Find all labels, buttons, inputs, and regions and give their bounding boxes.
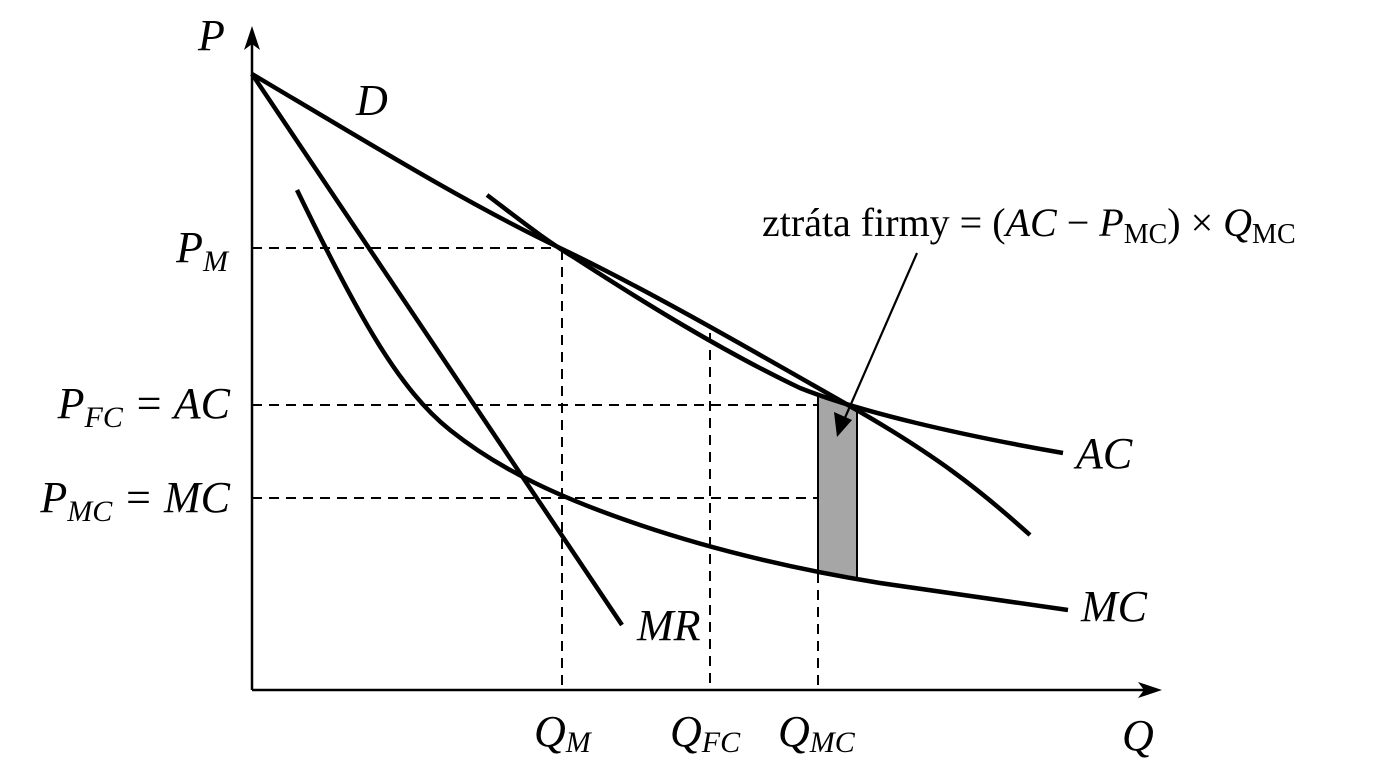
pmc-label: PMC = MC bbox=[39, 473, 230, 528]
pfc-label: PFC = AC bbox=[57, 379, 231, 434]
marginal-revenue-label: MR bbox=[636, 601, 701, 650]
pm-label: PM bbox=[175, 223, 230, 278]
annotation-arrow-icon bbox=[834, 412, 852, 437]
qm-label: QM bbox=[534, 707, 593, 759]
marginal-cost-curve bbox=[294, 189, 1069, 613]
y-axis-label: P bbox=[197, 11, 225, 60]
average-cost-curve bbox=[485, 193, 1064, 456]
marginal-cost-label: MC bbox=[1080, 582, 1148, 631]
x-axis-label: Q bbox=[1122, 711, 1154, 760]
demand-label: D bbox=[355, 76, 388, 125]
average-cost-label: AC bbox=[1073, 429, 1133, 478]
demand-curve bbox=[250, 72, 1032, 537]
y-axis-arrow-icon bbox=[244, 26, 260, 50]
x-axis-arrow-icon bbox=[1138, 682, 1162, 698]
annotation-arrow-line bbox=[842, 252, 919, 421]
qfc-label: QFC bbox=[670, 707, 741, 759]
marginal-revenue-curve bbox=[250, 72, 624, 627]
qmc-label: QMC bbox=[778, 707, 856, 759]
loss-annotation: ztráta firmy = (AC − PMC) × QMC bbox=[762, 200, 1296, 250]
